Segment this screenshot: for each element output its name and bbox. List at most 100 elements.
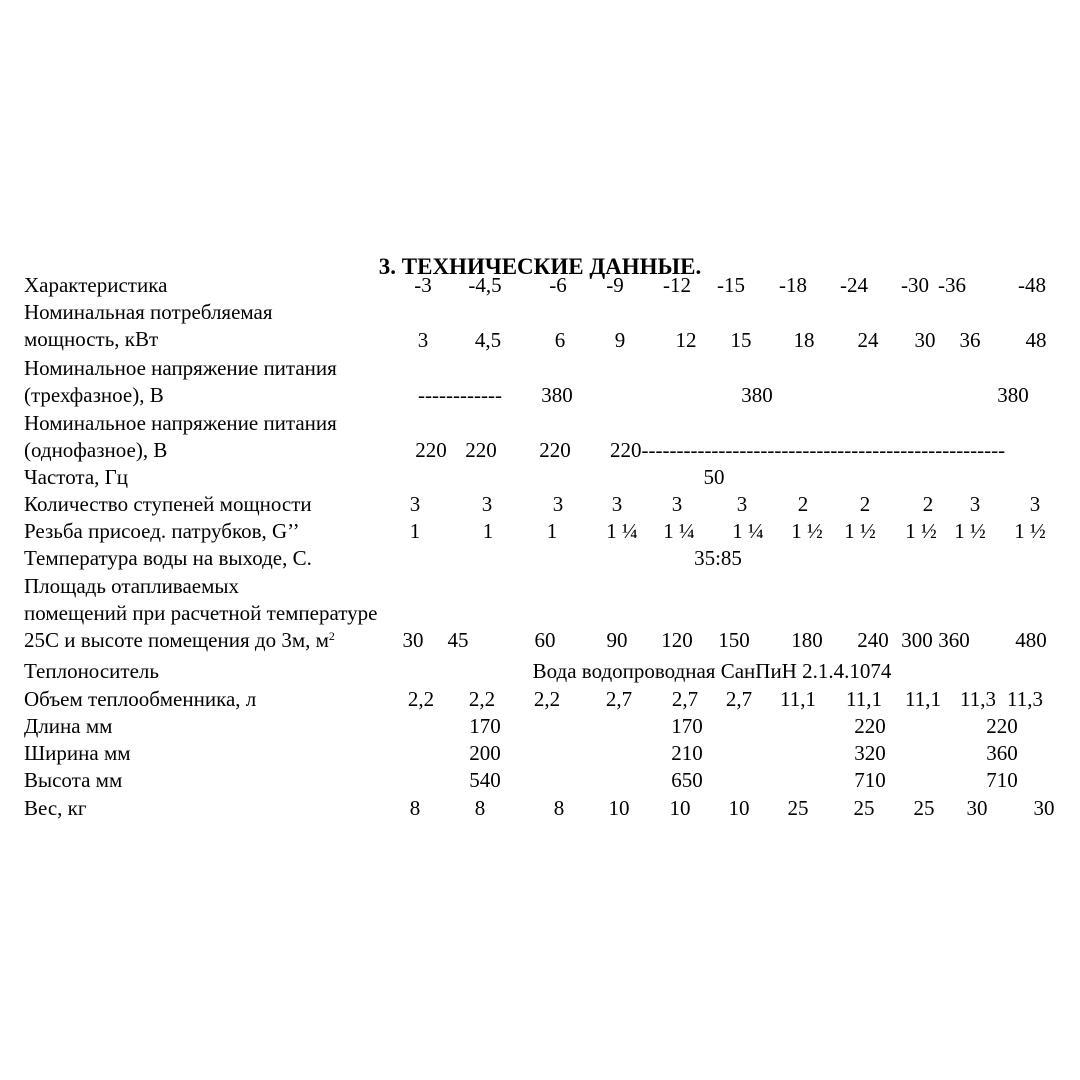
section-title: 3. ТЕХНИЧЕСКИЕ ДАННЫЕ. — [378, 254, 702, 279]
cell-value: -6 — [549, 273, 567, 297]
cell-value: ------------ — [418, 383, 502, 407]
cell-value: 2,7 — [725, 687, 753, 711]
cell-value: 4,5 — [474, 328, 502, 352]
cell-value: 45 — [447, 628, 469, 652]
row-label: (трехфазное), В — [24, 383, 164, 407]
cell-value: 220 — [854, 714, 886, 738]
superscript: 2 — [328, 629, 335, 643]
cell-value: 220 — [465, 438, 497, 462]
cell-value: 210 — [671, 741, 703, 765]
cell-value: 8 — [553, 796, 565, 820]
cell-value: 90 — [606, 628, 628, 652]
cell-value: 380 — [997, 383, 1029, 407]
cell-value: 25 — [853, 796, 875, 820]
cell-value: 60 — [534, 628, 556, 652]
cell-value: -48 — [1018, 273, 1046, 297]
cell-value: 50 — [703, 465, 725, 489]
row-label: (однофазное), В — [24, 438, 168, 462]
cell-value: 30 — [402, 628, 424, 652]
row-label: Длина мм — [24, 714, 113, 738]
cell-value: 48 — [1025, 328, 1047, 352]
cell-value: 25 — [787, 796, 809, 820]
cell-value: 240 — [857, 628, 889, 652]
row-label: Номинальное напряжение питания — [24, 356, 337, 380]
cell-value: 12 — [675, 328, 697, 352]
cell-value: 180 — [791, 628, 823, 652]
cell-value: -18 — [779, 273, 807, 297]
cell-value: 11,1 — [846, 687, 882, 711]
cell-value: -24 — [840, 273, 868, 297]
cell-value: 1 ¼ — [663, 519, 695, 543]
row-label: Резьба присоед. патрубков, G’’ — [24, 519, 300, 543]
row-label: Высота мм — [24, 768, 123, 792]
cell-value: -4,5 — [468, 273, 502, 297]
cell-value: 1 ½ — [844, 519, 876, 543]
cell-value: -36 — [938, 273, 966, 297]
cell-value: 320 — [854, 741, 886, 765]
cell-value: 25 — [913, 796, 935, 820]
cell-value: 9 — [614, 328, 626, 352]
cell-value: -15 — [717, 273, 745, 297]
cell-value: 2 — [922, 492, 934, 516]
cell-value: 36 — [959, 328, 981, 352]
cell-value: 10 — [728, 796, 750, 820]
cell-value: 120 — [661, 628, 693, 652]
row-label: Ширина мм — [24, 741, 131, 765]
row-label: Теплоноситель — [24, 659, 159, 683]
row-label: Характеристика — [24, 273, 168, 297]
cell-value: 650 — [671, 768, 703, 792]
cell-value: 380 — [541, 383, 573, 407]
cell-value: 2 — [859, 492, 871, 516]
cell-value: 30 — [1033, 796, 1055, 820]
cell-value: 3 — [671, 492, 683, 516]
cell-value: 360 — [938, 628, 970, 652]
row-label: 25С и высоте помещения до 3м, м2 — [24, 628, 335, 652]
cell-value: 710 — [986, 768, 1018, 792]
row-label: Частота, Гц — [24, 465, 129, 489]
cell-value: 2,2 — [468, 687, 496, 711]
cell-value: 24 — [857, 328, 879, 352]
cell-value: 1 ½ — [1014, 519, 1046, 543]
cell-value: 8 — [409, 796, 421, 820]
cell-value: 220 — [539, 438, 571, 462]
cell-value: 2,7 — [671, 687, 699, 711]
cell-value: 220 — [415, 438, 447, 462]
cell-value: -9 — [606, 273, 624, 297]
row-label: Температура воды на выходе, С. — [24, 546, 312, 570]
cell-value: 480 — [1015, 628, 1047, 652]
cell-value: 11,1 — [780, 687, 816, 711]
row-label: Номинальное напряжение питания — [24, 411, 337, 435]
cell-value: 11,1 — [905, 687, 941, 711]
cell-value: 220 — [986, 714, 1018, 738]
cell-value: 30 — [966, 796, 988, 820]
cell-value: 3 — [417, 328, 429, 352]
cell-value: 150 — [718, 628, 750, 652]
cell-value: 18 — [793, 328, 815, 352]
row-label: Площадь отапливаемых — [24, 574, 239, 598]
cell-value: 170 — [469, 714, 501, 738]
cell-value: 2,2 — [533, 687, 561, 711]
cell-value: 1 — [409, 519, 421, 543]
cell-value: 540 — [469, 768, 501, 792]
cell-value: 10 — [608, 796, 630, 820]
cell-value: 3 — [969, 492, 981, 516]
cell-value: 1 — [546, 519, 558, 543]
cell-value: 2 — [797, 492, 809, 516]
cell-value: 2,2 — [407, 687, 435, 711]
cell-value: 1 ½ — [791, 519, 823, 543]
cell-value: 3 — [481, 492, 493, 516]
cell-value: 380 — [741, 383, 773, 407]
cell-value: 360 — [986, 741, 1018, 765]
cell-value: 15 — [730, 328, 752, 352]
cell-value: 1 — [482, 519, 494, 543]
row-label: Вес, кг — [24, 796, 87, 820]
cell-value: 220-------------------------------------… — [610, 438, 1006, 462]
cell-value: 1 ¼ — [732, 519, 764, 543]
cell-value: 3 — [1029, 492, 1041, 516]
cell-value: 300 — [901, 628, 933, 652]
cell-value: -12 — [663, 273, 691, 297]
cell-value: 1 ½ — [905, 519, 937, 543]
cell-value: 8 — [474, 796, 486, 820]
row-label: помещений при расчетной температуре — [24, 601, 378, 625]
cell-value: 3 — [409, 492, 421, 516]
